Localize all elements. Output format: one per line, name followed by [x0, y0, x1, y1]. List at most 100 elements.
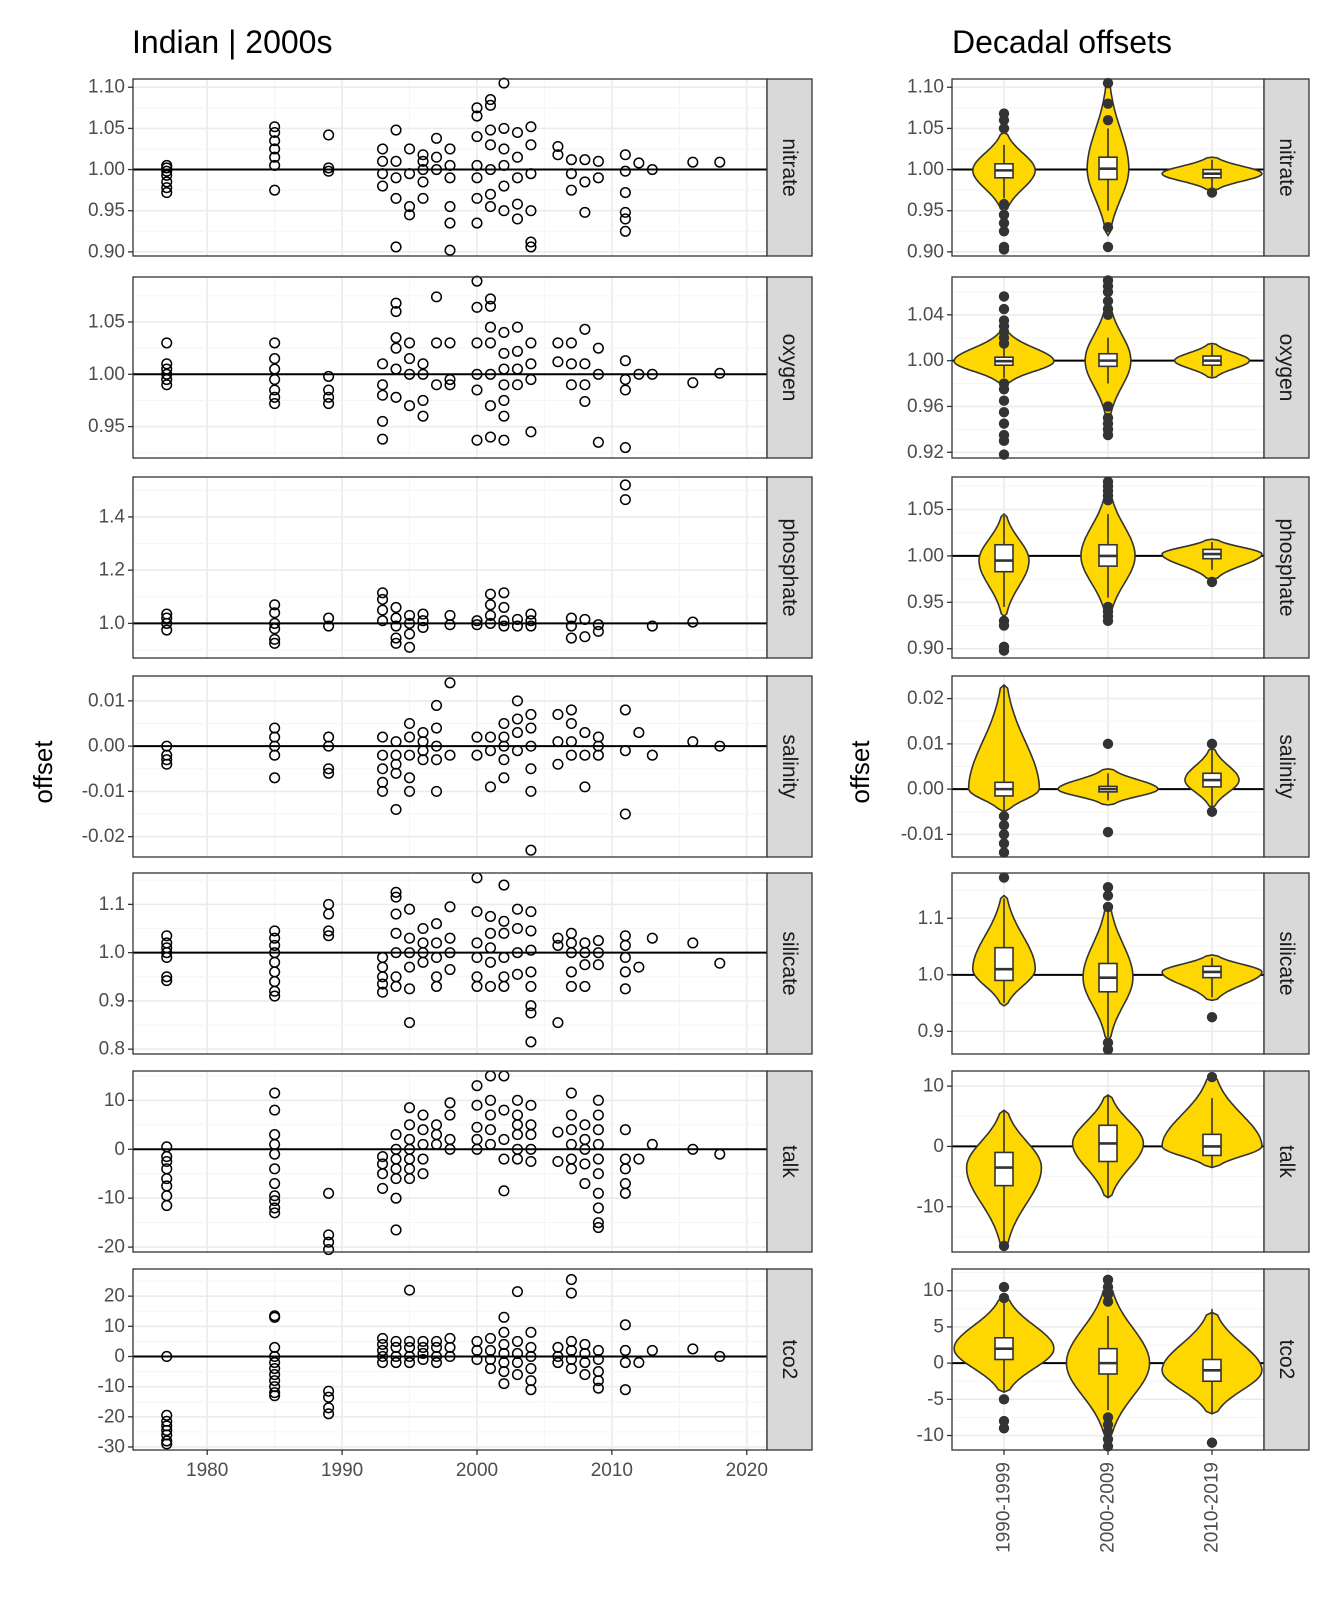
- data-point: [525, 980, 537, 992]
- data-point: [579, 358, 591, 370]
- outlier-point: [1102, 1426, 1114, 1438]
- right-silicate-y-tick-label: 1.1: [918, 908, 944, 929]
- left-silicate-y-tick-label: 1.0: [99, 942, 125, 963]
- data-point: [269, 633, 281, 645]
- data-point: [161, 1424, 173, 1436]
- data-point: [565, 1109, 577, 1121]
- left-tco2-y-tick-label: -10: [98, 1376, 125, 1397]
- data-point: [579, 1356, 591, 1369]
- x-tick-label: 2000: [456, 1460, 498, 1481]
- data-point: [403, 1350, 416, 1363]
- data-point: [619, 149, 631, 161]
- left-tco2-y-tick-label: 20: [104, 1286, 125, 1307]
- data-point: [444, 143, 456, 155]
- data-point: [498, 740, 510, 752]
- data-point: [444, 1097, 456, 1109]
- data-point: [619, 966, 631, 978]
- left-phosphate-y-tick-label: 1.0: [99, 613, 125, 634]
- data-point: [430, 337, 443, 349]
- data-point: [269, 1390, 281, 1402]
- data-point: [511, 1369, 523, 1381]
- data-point: [323, 930, 335, 942]
- right-silicate-y-tick-label: 0.9: [918, 1021, 944, 1042]
- scatter-panel-tco2: -30 -20 -10 0 10 20 tco2: [98, 1268, 813, 1457]
- right-nitrate-y-tick-label: 1.10: [907, 77, 944, 98]
- data-point: [161, 1438, 173, 1450]
- data-point: [565, 358, 577, 370]
- data-point: [390, 632, 402, 644]
- data-point: [498, 205, 510, 217]
- data-point: [633, 727, 645, 739]
- right-salinity-y-tick-label: 0.01: [907, 733, 944, 754]
- data-point: [565, 612, 577, 624]
- data-point: [592, 1187, 604, 1199]
- data-point: [444, 963, 456, 976]
- data-point: [417, 615, 429, 627]
- outlier-point: [998, 303, 1010, 315]
- data-point: [471, 951, 483, 964]
- data-point: [498, 1311, 510, 1323]
- data-point: [269, 932, 281, 944]
- data-point: [498, 717, 510, 730]
- violin-2010-2019: [1161, 1308, 1263, 1448]
- violin-2010-2019: [1173, 342, 1251, 379]
- data-point: [714, 957, 726, 969]
- data-point: [511, 1286, 523, 1298]
- data-point: [471, 217, 483, 229]
- box: [994, 946, 1014, 982]
- outlier-point: [1102, 1296, 1114, 1307]
- outlier-point: [1206, 738, 1218, 750]
- data-point: [269, 337, 281, 349]
- data-point: [498, 615, 510, 627]
- data-point: [579, 395, 591, 408]
- data-point: [565, 1363, 577, 1375]
- left-salinity-y-tick-label: 0.00: [88, 736, 125, 757]
- data-point: [269, 159, 281, 171]
- data-point: [403, 749, 416, 761]
- data-point: [269, 623, 281, 635]
- data-point: [511, 379, 523, 391]
- outlier-point: [998, 406, 1010, 418]
- data-point: [511, 321, 523, 333]
- data-point: [619, 213, 631, 225]
- data-point: [417, 1341, 429, 1353]
- data-point: [565, 154, 577, 166]
- scatter-panel-silicate: 0.8 0.9 1.0 1.1 silicate: [99, 872, 813, 1060]
- right-phosphate-y-tick-label: 1.05: [907, 499, 944, 520]
- outlier-point: [998, 645, 1010, 656]
- outlier-point: [1102, 429, 1114, 441]
- data-point: [377, 433, 389, 445]
- data-point: [511, 363, 523, 375]
- data-point: [269, 121, 281, 133]
- data-point: [498, 77, 510, 89]
- data-point: [430, 754, 443, 766]
- data-point: [525, 966, 537, 978]
- data-point: [498, 394, 510, 407]
- outlier-point: [998, 820, 1010, 831]
- data-point: [498, 1153, 510, 1165]
- outlier-point: [1102, 738, 1114, 750]
- data-point: [498, 180, 510, 192]
- data-point: [390, 980, 402, 992]
- data-point: [403, 201, 416, 213]
- data-point: [633, 961, 645, 973]
- left-oxygen-y-tick-label: 1.00: [88, 364, 125, 385]
- data-point: [417, 192, 429, 204]
- data-point: [619, 355, 631, 367]
- outlier-point: [1102, 901, 1114, 913]
- data-point: [161, 951, 173, 964]
- data-point: [579, 727, 591, 739]
- data-point: [484, 910, 497, 922]
- data-point: [444, 932, 456, 944]
- data-point: [592, 172, 604, 184]
- data-point: [471, 434, 483, 446]
- left-strip-label-tco2: tco2: [778, 1340, 801, 1380]
- data-point: [471, 368, 483, 380]
- data-point: [552, 356, 564, 368]
- data-point: [498, 754, 510, 766]
- data-point: [430, 785, 443, 797]
- data-point: [484, 781, 497, 793]
- data-point: [269, 599, 281, 611]
- data-point: [552, 758, 564, 770]
- data-point: [417, 358, 429, 370]
